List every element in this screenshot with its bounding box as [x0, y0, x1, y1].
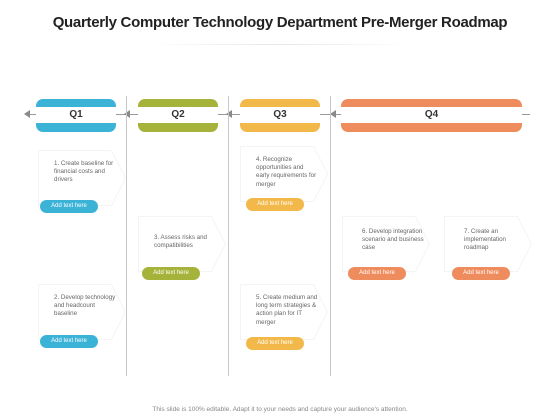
quarter-divider — [228, 96, 229, 376]
quarter-label: Q4 — [341, 107, 522, 123]
add-text-button[interactable]: Add text here — [246, 198, 304, 211]
quarter-divider — [330, 96, 331, 376]
timeline-arrow-left-icon — [330, 110, 336, 118]
task-text: 5. Create medium and long term strategie… — [256, 294, 318, 326]
page-title: Quarterly Computer Technology Department… — [52, 14, 508, 31]
add-text-button[interactable]: Add text here — [40, 335, 98, 348]
quarter-q1: Q1 — [36, 99, 116, 132]
timeline-arrow-left-icon — [24, 110, 30, 118]
task-text: 7. Create an implementation roadmap — [464, 228, 506, 252]
quarter-label: Q1 — [36, 107, 116, 123]
quarter-q3: Q3 — [240, 99, 320, 132]
quarter-label: Q2 — [138, 107, 218, 123]
add-text-button[interactable]: Add text here — [348, 267, 406, 280]
footer-note: This slide is 100% editable. Adapt it to… — [152, 406, 408, 413]
quarter-divider — [126, 96, 127, 376]
add-text-button[interactable]: Add text here — [452, 267, 510, 280]
timeline-arrow-left-icon — [226, 110, 232, 118]
quarter-label: Q3 — [240, 107, 320, 123]
task-text: 4. Recognize opportunities and early req… — [256, 156, 317, 188]
quarter-q2: Q2 — [138, 99, 218, 132]
task-text: 1. Create baseline for financial costs a… — [54, 160, 114, 184]
task-text: 2. Develop technology and headcount base… — [54, 294, 116, 318]
task-text: 3. Assess risks and compatibilities — [154, 234, 207, 250]
add-text-button[interactable]: Add text here — [246, 337, 304, 350]
add-text-button[interactable]: Add text here — [40, 200, 98, 213]
task-text: 6. Develop integration scenario and busi… — [362, 228, 424, 252]
add-text-button[interactable]: Add text here — [142, 267, 200, 280]
title-divider — [150, 44, 410, 45]
quarter-q4: Q4 — [341, 99, 522, 132]
timeline-arrow-left-icon — [124, 110, 130, 118]
